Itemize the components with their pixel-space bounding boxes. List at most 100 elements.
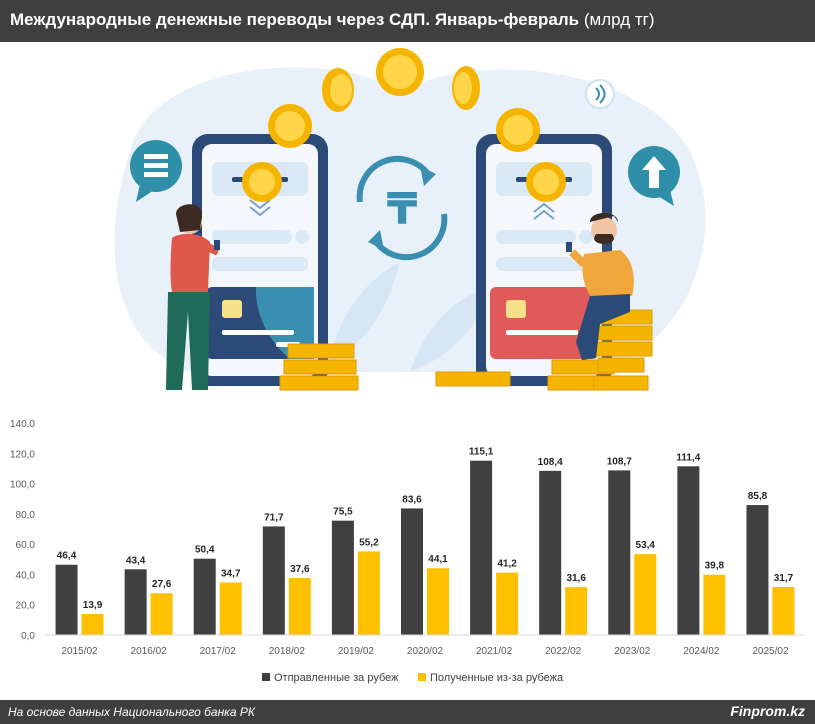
bar-received [703, 574, 726, 635]
bar-sent [470, 460, 493, 635]
bar-sent [55, 564, 78, 635]
legend-label-sent: Отправленные за рубеж [274, 672, 399, 684]
data-label-sent: 50,4 [195, 545, 215, 556]
y-axis-ticks: 0,0 20,0 40,0 60,0 80,0 100,0 120,0 140,0 [10, 419, 35, 642]
data-label-sent: 115,1 [469, 447, 494, 458]
bar-sent [262, 526, 285, 635]
bar-received [288, 578, 311, 635]
data-label-received: 53,4 [636, 540, 656, 551]
bar-sent [401, 508, 423, 635]
title-unit: (млрд тг) [583, 10, 655, 29]
x-axis-ticks: 2015/02 2016/02 2017/02 2018/02 2019/02 2020/… [61, 646, 788, 657]
bar-received [150, 593, 173, 635]
x-tick-label: 2023/02 [614, 646, 651, 657]
source-note: На основе данных Национального банка РК [8, 705, 255, 719]
data-label-received: 39,8 [705, 561, 725, 572]
bar-sent [193, 558, 216, 635]
x-tick-label: 2018/02 [269, 646, 306, 657]
data-label-received: 34,7 [221, 568, 241, 579]
coin-icon [376, 48, 424, 96]
x-tick-label: 2020/02 [407, 646, 444, 657]
upload-arrow-bubble-icon [628, 146, 680, 206]
bar-received [219, 582, 242, 635]
x-tick-label: 2022/02 [545, 646, 582, 657]
bar-received [81, 613, 104, 635]
bar-received [496, 572, 519, 635]
man-figure [566, 213, 634, 360]
leaf-decoration [330, 262, 400, 362]
y-tick-label: 20,0 [16, 601, 36, 612]
bar-received [427, 568, 449, 635]
x-tick-label: 2015/02 [61, 646, 98, 657]
coin-icon [496, 108, 540, 152]
x-tick-label: 2019/02 [338, 646, 375, 657]
y-tick-label: 120,0 [10, 449, 35, 460]
coin-icon [242, 162, 282, 202]
data-label-received: 27,6 [152, 579, 172, 590]
data-label-sent: 46,4 [57, 551, 77, 562]
data-label-sent: 43,4 [126, 555, 146, 566]
bar-sent [608, 470, 631, 635]
x-tick-label: 2016/02 [131, 646, 168, 657]
footer-bar: На основе данных Национального банка РК … [0, 700, 815, 724]
title-main: Международные денежные переводы через СД… [10, 10, 580, 29]
bar-received [634, 554, 657, 635]
bar-sent [746, 505, 769, 635]
y-tick-label: 100,0 [10, 480, 35, 491]
coin-icon [452, 66, 480, 110]
data-label-sent: 85,8 [748, 491, 768, 502]
coin-icon [526, 162, 566, 202]
data-label-received: 13,9 [83, 600, 103, 611]
data-label-received: 44,1 [428, 554, 448, 565]
bar-sent [677, 466, 700, 635]
header-bar: Международные денежные переводы через СД… [0, 0, 815, 42]
data-label-received: 41,2 [497, 559, 517, 570]
legend-swatch-sent [262, 673, 270, 681]
data-label-received: 37,6 [290, 564, 310, 575]
data-labels: 46,4 13,9 43,4 27,6 50,4 34,7 71,7 37,6 75,5 55,2… [57, 447, 794, 611]
data-label-received: 31,6 [566, 573, 586, 584]
coin-icon [268, 104, 312, 148]
tenge-exchange-icon: ₸ [356, 155, 448, 261]
left-phone [192, 134, 328, 386]
y-tick-label: 140,0 [10, 419, 35, 430]
data-label-sent: 83,6 [402, 494, 422, 505]
x-tick-label: 2021/02 [476, 646, 513, 657]
data-label-sent: 108,4 [538, 457, 563, 468]
money-transfer-illustration: ₸ [114, 48, 706, 391]
y-tick-label: 40,0 [16, 570, 36, 581]
legend-swatch-received [418, 673, 426, 681]
x-tick-label: 2024/02 [683, 646, 720, 657]
y-tick-label: 80,0 [16, 510, 36, 521]
series-sent-bars [55, 460, 769, 635]
brand-logo: Finprom.kz [730, 703, 805, 719]
series-received-bars [81, 551, 795, 635]
legend: Отправленные за рубеж Полученные из-за р… [262, 672, 564, 684]
tenge-icon: ₸ [387, 184, 418, 235]
x-tick-label: 2017/02 [200, 646, 237, 657]
page-title: Международные денежные переводы через СД… [10, 10, 655, 30]
bar-chart: 0,0 20,0 40,0 60,0 80,0 100,0 120,0 140,0 46,4 1… [10, 419, 805, 684]
coin-stack [435, 309, 653, 391]
bar-received [772, 586, 795, 635]
woman-figure [166, 204, 220, 390]
y-tick-label: 60,0 [16, 540, 36, 551]
legend-label-received: Полученные из-за рубежа [430, 672, 564, 684]
bar-received [357, 551, 380, 635]
data-label-sent: 71,7 [264, 512, 284, 523]
coin-stack [279, 343, 359, 391]
chat-bubble-money-icon [130, 140, 182, 202]
bar-sent [331, 520, 354, 635]
bar-received [565, 587, 588, 635]
leaf-decoration [410, 287, 490, 372]
bar-sent [539, 470, 562, 635]
data-label-received: 31,7 [774, 573, 794, 584]
bar-sent [124, 569, 147, 635]
y-tick-label: 0,0 [21, 631, 35, 642]
data-label-sent: 108,7 [607, 456, 632, 467]
x-tick-label: 2025/02 [752, 646, 789, 657]
data-label-sent: 111,4 [676, 452, 700, 463]
data-label-sent: 75,5 [333, 507, 353, 518]
coin-icon [322, 68, 354, 112]
contactless-icon [585, 79, 615, 109]
